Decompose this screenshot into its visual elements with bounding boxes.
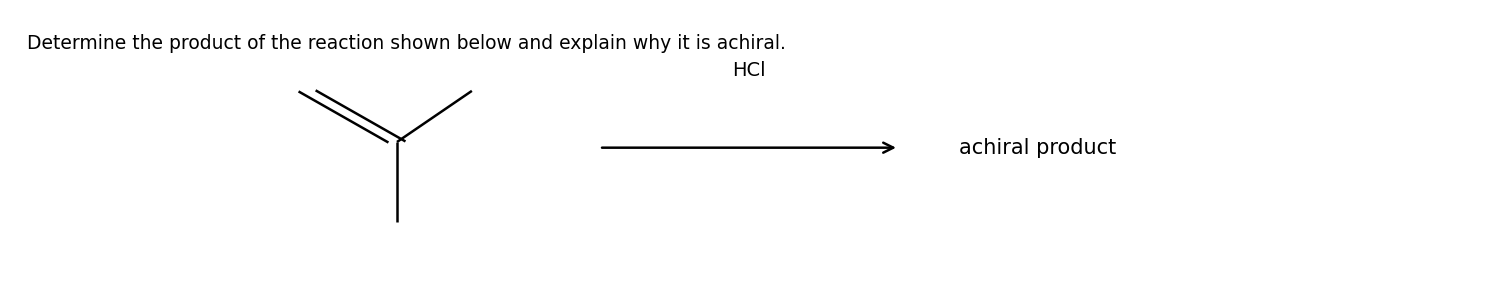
Text: HCl: HCl bbox=[733, 60, 765, 80]
Text: achiral product: achiral product bbox=[959, 138, 1116, 158]
Text: Determine the product of the reaction shown below and explain why it is achiral.: Determine the product of the reaction sh… bbox=[27, 34, 786, 53]
